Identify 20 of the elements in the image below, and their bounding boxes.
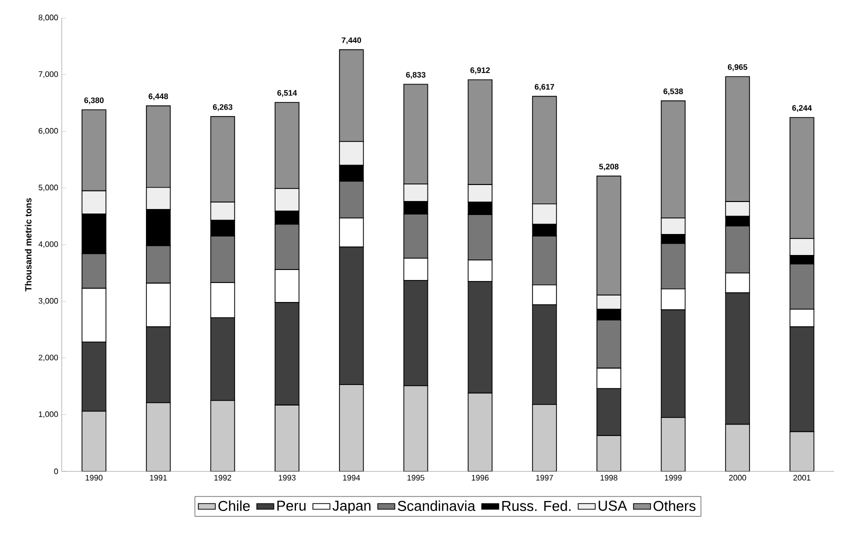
legend-label: Russ. Fed. [502,500,571,511]
bar [532,404,557,472]
bar [274,404,300,472]
bar [403,385,428,472]
bar [210,400,236,472]
bar [660,417,686,472]
bar [596,435,622,472]
bar [725,424,750,472]
bar [339,384,364,472]
y-axis-title: Thousand metric tons [24,198,32,292]
legend-label: Others [654,500,696,511]
legend-label: Scandinavia [398,500,476,511]
bar [146,402,171,472]
legend-label: Peru [277,500,306,511]
legend-label: USA [598,500,628,511]
legend-label: Chile [218,500,250,511]
bar [82,410,106,472]
bar [790,431,814,472]
bar [468,392,492,472]
legend-label: Japan [332,500,370,514]
